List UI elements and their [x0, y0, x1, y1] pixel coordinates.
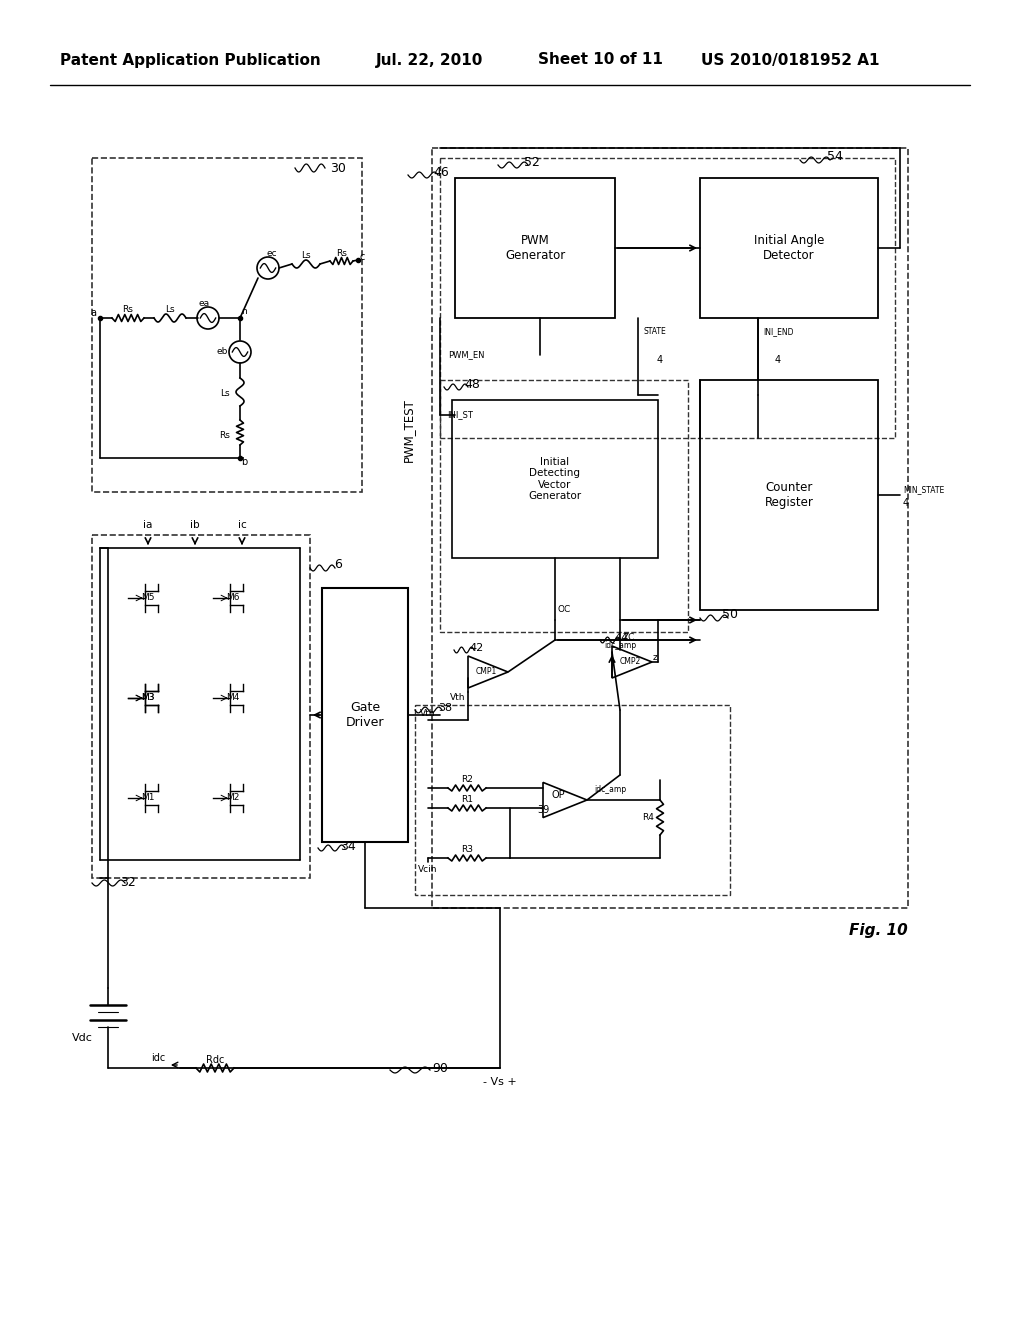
Text: Rdc: Rdc — [206, 1055, 224, 1065]
Text: PWM_EN: PWM_EN — [449, 351, 484, 359]
Text: 34: 34 — [340, 841, 356, 854]
Text: M3: M3 — [141, 693, 155, 702]
Text: 90: 90 — [432, 1061, 447, 1074]
Text: ZC: ZC — [623, 634, 635, 643]
Text: OP: OP — [551, 789, 565, 800]
Text: Rs: Rs — [219, 430, 230, 440]
Text: idc_amp: idc_amp — [594, 785, 626, 795]
Text: M2: M2 — [226, 793, 240, 803]
Text: 39: 39 — [537, 805, 549, 814]
Text: Ls: Ls — [301, 252, 311, 260]
Text: idc_amp: idc_amp — [604, 640, 636, 649]
Text: Vth: Vth — [451, 693, 466, 702]
Text: ia: ia — [143, 520, 153, 531]
Text: idc: idc — [151, 1053, 165, 1063]
Text: STATE: STATE — [643, 327, 666, 337]
Text: a: a — [90, 308, 96, 318]
Text: R3: R3 — [461, 846, 473, 854]
Text: 50: 50 — [722, 609, 738, 622]
Text: INI_END: INI_END — [763, 327, 794, 337]
Text: Gate
Driver: Gate Driver — [346, 701, 384, 729]
Text: CMP2: CMP2 — [620, 657, 641, 667]
Text: Vcin: Vcin — [418, 866, 437, 874]
Text: OC: OC — [558, 606, 571, 615]
Text: R1: R1 — [461, 796, 473, 804]
Text: Counter
Register: Counter Register — [765, 480, 813, 510]
Text: eb: eb — [217, 347, 228, 356]
Text: Ls: Ls — [220, 389, 230, 399]
Text: 30: 30 — [330, 161, 346, 174]
Text: Initial Angle
Detector: Initial Angle Detector — [754, 234, 824, 261]
Text: R2: R2 — [461, 776, 473, 784]
Text: ea: ea — [199, 298, 210, 308]
Text: 54: 54 — [827, 150, 843, 164]
Text: ic: ic — [238, 520, 247, 531]
Text: Jul. 22, 2010: Jul. 22, 2010 — [376, 53, 483, 67]
Text: Rs: Rs — [123, 305, 133, 314]
Text: 6: 6 — [334, 558, 342, 572]
Text: 52: 52 — [524, 157, 540, 169]
Text: Patent Application Publication: Patent Application Publication — [59, 53, 321, 67]
Text: - Vs +: - Vs + — [483, 1077, 517, 1086]
Text: 32: 32 — [120, 875, 136, 888]
Text: Fig. 10: Fig. 10 — [849, 923, 907, 937]
Text: MIN_STATE: MIN_STATE — [903, 486, 944, 495]
Text: z: z — [652, 653, 657, 663]
Text: c: c — [359, 252, 365, 261]
Text: ib: ib — [190, 520, 200, 531]
Text: M1: M1 — [141, 793, 155, 803]
Text: PWM
Generator: PWM Generator — [505, 234, 565, 261]
Text: Sheet 10 of 11: Sheet 10 of 11 — [538, 53, 663, 67]
Text: 44: 44 — [614, 634, 629, 643]
Text: INI_ST: INI_ST — [447, 411, 473, 420]
Text: M6: M6 — [226, 594, 240, 602]
Text: Ls: Ls — [165, 305, 175, 314]
Text: 4: 4 — [903, 498, 909, 508]
Text: 46: 46 — [433, 166, 449, 180]
Text: Initial
Detecting
Vector
Generator: Initial Detecting Vector Generator — [528, 457, 582, 502]
Text: Vdc: Vdc — [72, 1034, 92, 1043]
Text: ec: ec — [266, 249, 278, 259]
Text: Rs: Rs — [337, 248, 347, 257]
Text: 42: 42 — [470, 643, 484, 653]
Text: 38: 38 — [438, 704, 452, 713]
Text: US 2010/0181952 A1: US 2010/0181952 A1 — [700, 53, 880, 67]
Text: 4: 4 — [657, 355, 664, 366]
Text: 4: 4 — [775, 355, 781, 366]
Text: b: b — [241, 457, 247, 467]
Text: R4: R4 — [642, 813, 654, 822]
Text: M5: M5 — [141, 594, 155, 602]
Text: Vth: Vth — [420, 710, 436, 718]
Text: M3: M3 — [141, 693, 155, 702]
Text: n: n — [241, 308, 247, 317]
Text: 48: 48 — [464, 379, 480, 392]
Text: PWM_TEST: PWM_TEST — [401, 399, 415, 462]
Text: CMP1: CMP1 — [475, 668, 497, 676]
Text: M4: M4 — [226, 693, 240, 702]
